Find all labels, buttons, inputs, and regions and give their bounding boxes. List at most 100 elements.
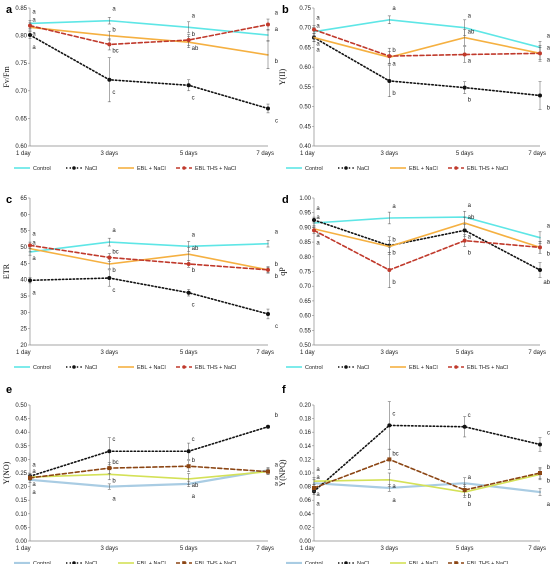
y-axis-label: Y(NPQ) [278, 459, 287, 486]
series-ebl-nacl [28, 245, 270, 274]
x-tick-label: 3 days [380, 546, 398, 552]
legend-marker [454, 561, 458, 564]
significance-letter: a [32, 482, 36, 488]
significance-letter: a [392, 484, 396, 490]
series-nacl [312, 33, 542, 110]
y-tick-label: 0.20 [299, 403, 311, 409]
data-point [107, 466, 112, 471]
significance-letter: a [32, 31, 36, 37]
significance-letter: bc [392, 451, 398, 457]
data-point [462, 488, 467, 492]
y-tick-label: 0.75 [299, 6, 311, 12]
x-tick-label: 3 days [100, 546, 118, 552]
data-point [462, 228, 467, 233]
series-nacl [28, 424, 270, 480]
legend-marker [182, 561, 186, 564]
significance-letter: bc [112, 460, 118, 466]
data-point [387, 54, 392, 59]
series-line [29, 465, 269, 479]
series-control [28, 467, 270, 490]
significance-letter: c [192, 303, 195, 309]
data-point [186, 38, 191, 43]
x-tick-label: 7 days [528, 350, 546, 356]
data-point [28, 243, 32, 248]
y-tick-label: 0.75 [299, 270, 311, 276]
y-tick-label: 0.50 [15, 403, 27, 409]
panel-label: e [6, 384, 12, 396]
significance-letter: a [32, 9, 36, 15]
y-tick-label: 60 [20, 212, 27, 218]
chart-panel-f: f Y(NPQ) 0.00 0.02 0.04 0.06 0.08 0.10 0.12 0.14 0… [278, 384, 550, 564]
y-axis-label: Fv/Fm [2, 66, 11, 88]
data-point [462, 238, 467, 243]
chart-panel-d: d qP 0.50 0.55 0.60 0.65 0.70 0.75 0.80 0.85 0.90 0… [278, 194, 550, 371]
legend-label: EBL THS + NaCl [195, 561, 236, 564]
significance-letter: a [192, 494, 196, 500]
y-tick-label: 0.15 [15, 498, 27, 504]
series-line [29, 19, 269, 36]
significance-letter: b [547, 106, 550, 112]
series-line [313, 473, 541, 493]
significance-letter: b [192, 32, 196, 38]
significance-letter: a [316, 475, 320, 481]
legend-marker [344, 166, 348, 170]
series-line [313, 424, 541, 493]
series-line [29, 34, 269, 110]
data-point [538, 245, 542, 250]
significance-letter: a [112, 228, 116, 234]
x-tick-label: 5 days [456, 151, 474, 157]
legend-marker [72, 166, 76, 170]
significance-letter: a [316, 240, 320, 246]
legend-label: NaCl [357, 365, 369, 371]
significance-letter: b [275, 274, 279, 280]
series-line [313, 458, 541, 491]
significance-letter: a [275, 11, 279, 17]
series-line [28, 469, 270, 488]
series-line [313, 222, 541, 249]
significance-letter: a [32, 290, 36, 296]
significance-letter: b [392, 91, 396, 97]
legend-label: EBL + NaCl [409, 365, 438, 371]
y-tick-label: 0.60 [299, 314, 311, 320]
y-tick-label: 0.10 [15, 512, 27, 518]
y-tick-label: 0.65 [15, 116, 27, 122]
legend-label: Control [33, 561, 51, 564]
legend-label: Control [305, 166, 323, 172]
chart-panel-c: c ETR 20 25 30 35 40 45 50 55 60 65 1 day 3 days 5 day… [2, 194, 279, 371]
significance-letter: b [275, 262, 279, 268]
significance-letter: a [392, 6, 396, 12]
y-tick-label: 0.16 [299, 430, 311, 436]
legend-label: Control [33, 166, 51, 172]
legend-label: EBL + NaCl [409, 561, 438, 564]
series-nacl [28, 269, 270, 320]
significance-letter: a [547, 502, 550, 508]
y-tick-label: 0.90 [299, 225, 311, 231]
x-tick-label: 5 days [456, 546, 474, 552]
significance-letter: ab [192, 483, 199, 489]
legend-marker [344, 365, 348, 369]
series-line [313, 216, 541, 239]
series-ebl-nacl [312, 29, 542, 64]
significance-letter: ab [543, 280, 550, 286]
series-line [29, 247, 269, 271]
y-tick-label: 65 [20, 196, 27, 202]
data-point [462, 424, 467, 429]
y-tick-label: 0.04 [299, 512, 311, 518]
y-tick-label: 0.80 [15, 34, 27, 40]
y-tick-label: 30 [20, 310, 27, 316]
significance-letter: b [392, 280, 396, 286]
legend-label: EBL THS + NaCl [467, 365, 508, 371]
significance-letter: a [316, 24, 320, 30]
significance-letter: a [275, 476, 279, 482]
x-tick-label: 1 day [300, 546, 315, 552]
x-tick-label: 3 days [100, 350, 118, 356]
legend-marker [72, 365, 76, 369]
series-control [28, 237, 270, 256]
significance-letter: a [32, 241, 36, 247]
legend-label: NaCl [85, 561, 97, 564]
y-axis-label: Y(II) [278, 68, 287, 85]
y-tick-label: 0.55 [299, 328, 311, 334]
significance-letter: c [275, 118, 278, 124]
y-axis-label: qP [278, 267, 287, 276]
data-point [538, 93, 542, 98]
